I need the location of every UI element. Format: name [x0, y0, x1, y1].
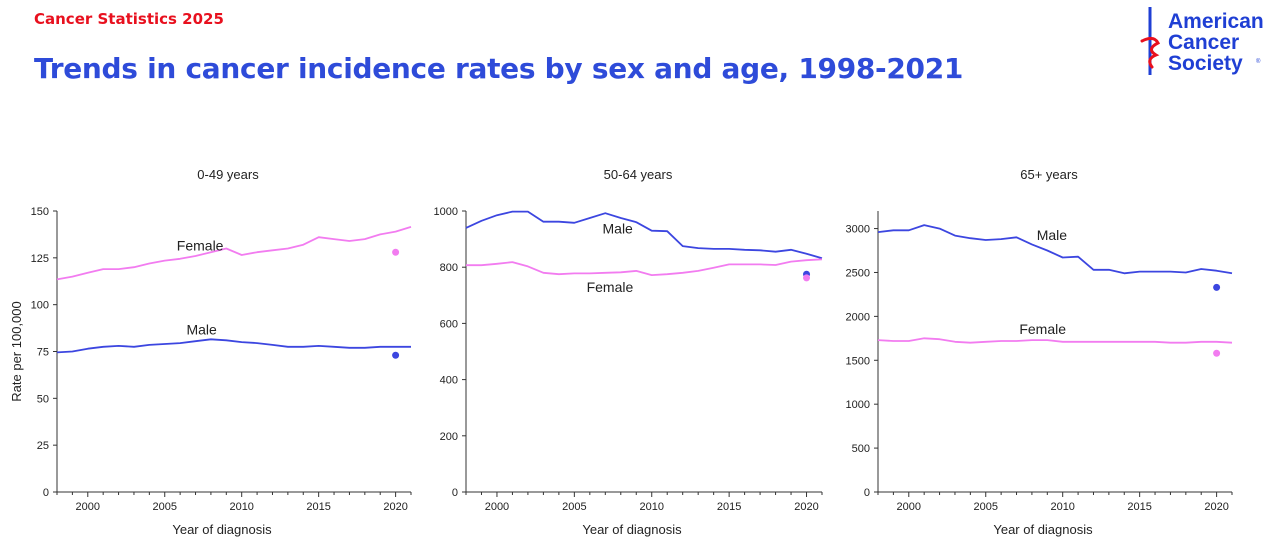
sword-icon [1140, 7, 1161, 75]
y-tick-label: 2000 [846, 311, 870, 323]
registered-mark: ® [1256, 59, 1261, 65]
x-tick-label: 2015 [717, 501, 741, 513]
y-tick-label: 400 [440, 375, 458, 387]
x-axis-label: Year of diagnosis [993, 522, 1093, 537]
y-tick-label: 125 [31, 253, 49, 265]
x-tick-label: 2010 [229, 501, 253, 513]
y-tick-label: 0 [43, 487, 49, 499]
series-label-female: Female [587, 279, 634, 295]
x-tick-label: 2015 [306, 501, 330, 513]
series-label-female: Female [1019, 321, 1066, 337]
y-tick-label: 150 [31, 206, 49, 218]
data-point-male [392, 351, 400, 359]
acs-logo: American Cancer Society ® [1138, 5, 1278, 80]
y-tick-label: 3000 [846, 224, 870, 236]
series-line-male [56, 338, 411, 354]
chart-title: 0-49 years [197, 167, 259, 182]
series-line-male [877, 224, 1233, 275]
chart-title: 50-64 years [604, 167, 673, 182]
x-tick-label: 2020 [794, 501, 818, 513]
series-label-male: Male [186, 322, 217, 338]
series-label-male: Male [1037, 227, 1068, 243]
y-tick-label: 200 [440, 431, 458, 443]
x-axis-label: Year of diagnosis [172, 522, 272, 537]
chart-title: 65+ years [1020, 167, 1078, 182]
y-tick-label: 1500 [846, 355, 870, 367]
x-tick-label: 2020 [383, 501, 407, 513]
x-tick-label: 2000 [897, 501, 921, 513]
y-tick-label: 100 [31, 300, 49, 312]
x-tick-label: 2000 [485, 501, 509, 513]
y-axis-label: Rate per 100,000 [9, 301, 24, 401]
y-tick-label: 50 [37, 393, 49, 405]
report-kicker: Cancer Statistics 2025 [34, 10, 224, 28]
x-tick-label: 2010 [1050, 501, 1074, 513]
x-tick-label: 2010 [639, 501, 663, 513]
y-tick-label: 0 [452, 487, 458, 499]
x-tick-label: 2005 [973, 501, 997, 513]
logo-line: American [1168, 10, 1264, 33]
series-line-female [877, 337, 1233, 344]
y-tick-label: 2500 [846, 267, 870, 279]
series-label-female: Female [177, 237, 224, 253]
y-tick-label: 1000 [434, 206, 458, 218]
x-tick-label: 2015 [1127, 501, 1151, 513]
y-tick-label: 500 [852, 443, 870, 455]
x-tick-label: 2000 [76, 501, 100, 513]
data-point-female [1213, 349, 1221, 357]
series-label-male: Male [603, 220, 634, 236]
x-axis-label: Year of diagnosis [582, 522, 682, 537]
logo-wordmark: American Cancer Society [1168, 11, 1264, 74]
series-line-male [465, 210, 823, 260]
series-line-female [466, 258, 823, 276]
y-tick-label: 0 [864, 487, 870, 499]
data-point-female [392, 248, 400, 256]
series-line-female [56, 226, 412, 281]
logo-line: Cancer [1168, 31, 1240, 54]
x-tick-label: 2020 [1204, 501, 1228, 513]
page-title: Trends in cancer incidence rates by sex … [34, 52, 964, 85]
y-tick-label: 1000 [846, 399, 870, 411]
logo-line: Society [1168, 52, 1243, 75]
x-tick-label: 2005 [152, 501, 176, 513]
data-point-female [803, 274, 811, 282]
y-tick-label: 75 [37, 347, 49, 359]
y-tick-label: 600 [440, 318, 458, 330]
y-tick-label: 25 [37, 440, 49, 452]
x-tick-label: 2005 [562, 501, 586, 513]
y-tick-label: 800 [440, 262, 458, 274]
data-point-male [1213, 283, 1221, 291]
